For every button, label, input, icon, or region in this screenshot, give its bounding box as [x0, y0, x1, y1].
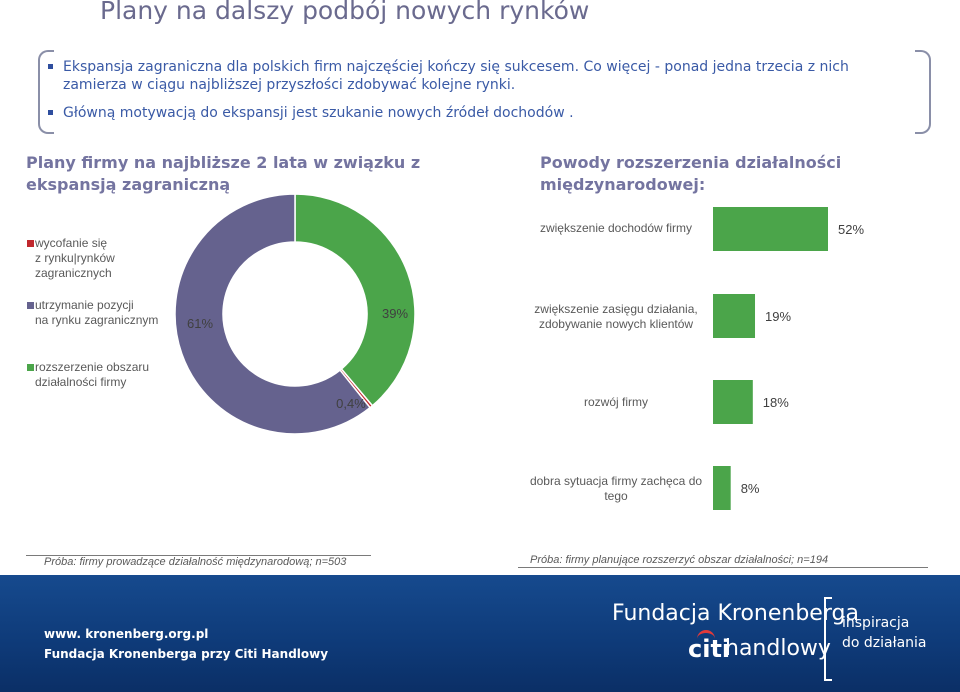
donut-chart: 0,4% 61% 39% — [174, 193, 416, 435]
bullet-square-icon — [48, 110, 53, 115]
sample-rule-left — [26, 555, 371, 556]
bracket-left — [38, 50, 54, 134]
footer-org: Fundacja Kronenberga przy Citi Handlowy — [44, 647, 329, 661]
donut-slice-1 — [174, 193, 372, 435]
bar-value-label-2: 18% — [763, 395, 789, 410]
bar-title-line2: międzynarodowej: — [540, 175, 706, 194]
legend-label: rozszerzenie obszaru działalności firmy — [35, 360, 150, 389]
donut-slice-2 — [294, 193, 416, 407]
slide-title: Plany na dalszy podbój nowych rynków — [100, 0, 590, 25]
bar-value-label-1: 19% — [765, 309, 791, 324]
bullet-text: Ekspansja zagraniczna dla polskich firm … — [63, 59, 849, 93]
donut-section-title: Plany firmy na najbliższe 2 lata w związ… — [26, 152, 420, 196]
legend-swatch — [27, 240, 34, 247]
bar-3 — [713, 466, 731, 510]
bar-2 — [713, 380, 753, 424]
handlowy-logo: handlowy — [725, 636, 831, 661]
bullet-2: Główną motywacją do ekspansji jest szuka… — [48, 104, 574, 122]
bar-category-label-2: rozwój firmy — [584, 395, 648, 409]
bullet-1: Ekspansja zagraniczna dla polskich firm … — [48, 58, 913, 94]
legend-label: wycofanie się z rynku|rynków zagranicznych — [35, 236, 115, 280]
footer-url[interactable]: www. kronenberg.org.pl — [44, 627, 209, 641]
bar-1 — [713, 294, 756, 338]
sample-note-left: Próba: firmy prowadzące działalność międ… — [44, 556, 347, 568]
bracket-right — [915, 50, 931, 134]
bar-value-label-0: 52% — [838, 222, 864, 237]
legend-label: utrzymanie pozycji na rynku zagranicznym — [35, 298, 159, 327]
sample-rule-right — [518, 567, 928, 568]
donut-value-label-2: 39% — [382, 306, 408, 321]
bar-title-line1: Powody rozszerzenia działalności — [540, 153, 842, 172]
sample-note-right: Próba: firmy planujące rozszerzyć obszar… — [530, 554, 829, 566]
tagline-line2: do działania — [842, 635, 927, 651]
donut-title-line2: ekspansją zagraniczną — [26, 175, 231, 194]
bar-0 — [713, 207, 828, 251]
bar-chart: 52% zwiększenie dochodów firmy 19% zwiększe… — [530, 207, 864, 510]
legend-swatch — [27, 302, 34, 309]
donut-value-label-0: 0,4% — [336, 396, 366, 411]
brand-name: Fundacja Kronenberga — [612, 601, 859, 626]
bar-section-title: Powody rozszerzenia działalności międzyn… — [540, 152, 841, 196]
citi-arc-icon — [697, 630, 715, 643]
legend-swatch — [27, 364, 34, 371]
tagline-line1: inspiracja — [842, 615, 910, 631]
donut-value-label-1: 61% — [187, 316, 213, 331]
charts-canvas: 0,4% 61% 39% 52% zwiększenie dochodów firmy… — [174, 193, 864, 510]
footer: www. kronenberg.org.pl Fundacja Kronenbe… — [0, 575, 960, 692]
bar-category-label-1: zwiększenie zasięgu działania, zdobywanie… — [534, 302, 697, 331]
bullet-square-icon — [48, 64, 53, 69]
bar-category-label-3: dobra sytuacja firmy zachęca do tego — [530, 474, 702, 503]
bar-value-label-3: 8% — [741, 481, 760, 496]
bar-category-label-0: zwiększenie dochodów firmy — [540, 221, 692, 235]
citi-logo: citi — [688, 635, 731, 663]
donut-title-line1: Plany firmy na najbliższe 2 lata w związ… — [26, 153, 421, 172]
bullet-text: Główną motywacją do ekspansji jest szuka… — [63, 105, 574, 121]
logo-bracket — [824, 597, 832, 681]
summary-box: Ekspansja zagraniczna dla polskich firm … — [38, 50, 931, 134]
